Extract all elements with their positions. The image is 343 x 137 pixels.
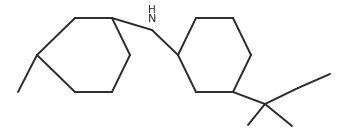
Text: H: H [148, 5, 156, 15]
Text: N: N [148, 14, 156, 24]
